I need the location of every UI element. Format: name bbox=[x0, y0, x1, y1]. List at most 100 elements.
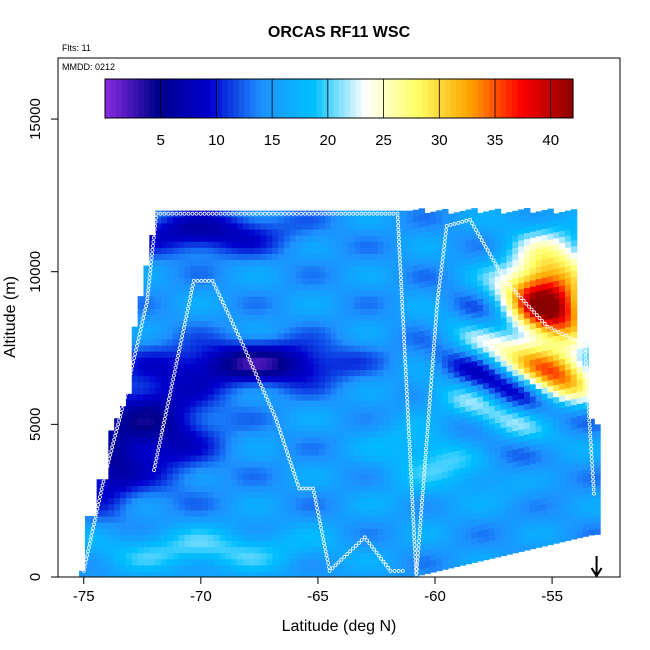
field-cell bbox=[143, 357, 150, 364]
field-cell bbox=[319, 247, 326, 254]
field-cell bbox=[494, 239, 502, 247]
field-cell bbox=[564, 253, 572, 261]
field-cell bbox=[559, 419, 566, 427]
field-cell bbox=[155, 534, 162, 541]
field-cell bbox=[202, 259, 209, 267]
field-cell bbox=[494, 312, 502, 320]
field-cell bbox=[523, 342, 531, 350]
track-point bbox=[287, 211, 291, 216]
field-cell bbox=[324, 540, 332, 548]
field-cell bbox=[254, 412, 262, 419]
field-cell bbox=[131, 412, 139, 419]
field-cell bbox=[231, 216, 238, 224]
field-cell bbox=[225, 222, 232, 230]
field-cell bbox=[383, 247, 390, 254]
field-cell bbox=[424, 512, 431, 519]
field-cell bbox=[166, 424, 174, 432]
field-cell bbox=[342, 363, 349, 370]
field-cell bbox=[354, 418, 361, 425]
field-cell bbox=[225, 430, 232, 438]
field-cell bbox=[500, 244, 508, 251]
field-cell bbox=[166, 369, 174, 377]
field-cell bbox=[547, 465, 554, 472]
field-cell bbox=[125, 436, 133, 444]
field-cell bbox=[120, 473, 127, 480]
field-cell bbox=[143, 314, 150, 322]
field-cell bbox=[465, 484, 472, 492]
field-cell bbox=[483, 370, 490, 377]
field-cell bbox=[330, 540, 338, 548]
field-cell bbox=[547, 306, 554, 314]
field-cell bbox=[242, 326, 250, 334]
field-cell bbox=[307, 332, 314, 340]
field-cell bbox=[570, 233, 578, 241]
field-cell bbox=[319, 552, 326, 560]
field-cell bbox=[547, 269, 554, 277]
field-cell bbox=[166, 558, 174, 566]
field-cell bbox=[360, 228, 367, 236]
field-cell bbox=[406, 338, 414, 346]
field-cell bbox=[330, 412, 338, 419]
field-cell bbox=[477, 408, 484, 415]
field-cell bbox=[196, 308, 203, 316]
field-cell bbox=[161, 570, 168, 577]
field-cell bbox=[207, 344, 215, 352]
field-cell bbox=[143, 515, 150, 523]
field-cell bbox=[102, 546, 109, 554]
field-cell bbox=[453, 291, 461, 299]
field-cell bbox=[471, 379, 478, 386]
field-cell bbox=[360, 436, 367, 444]
field-cell bbox=[541, 234, 548, 242]
field-cell bbox=[237, 534, 244, 541]
field-cell bbox=[248, 528, 256, 535]
field-cell bbox=[307, 265, 314, 273]
field-cell bbox=[354, 357, 361, 364]
field-cell bbox=[541, 313, 548, 321]
field-cell bbox=[155, 485, 162, 493]
field-cell bbox=[342, 442, 349, 450]
field-cell bbox=[260, 393, 267, 401]
field-cell bbox=[242, 528, 250, 535]
field-cell bbox=[131, 479, 139, 487]
field-cell bbox=[406, 412, 414, 419]
field-cell bbox=[155, 228, 162, 236]
field-cell bbox=[266, 247, 273, 254]
field-cell bbox=[494, 318, 502, 326]
field-cell bbox=[529, 475, 537, 482]
field-cell bbox=[330, 522, 338, 529]
track-point bbox=[397, 239, 401, 244]
field-cell bbox=[307, 363, 314, 370]
field-cell bbox=[459, 381, 467, 389]
field-cell bbox=[266, 332, 273, 340]
field-cell bbox=[225, 552, 232, 560]
field-cell bbox=[512, 461, 519, 468]
field-cell bbox=[207, 509, 215, 517]
field-cell bbox=[383, 442, 390, 450]
field-cell bbox=[260, 430, 267, 438]
field-cell bbox=[547, 330, 554, 338]
field-cell bbox=[289, 277, 297, 285]
field-cell bbox=[207, 247, 215, 254]
field-cell bbox=[459, 357, 467, 365]
field-cell bbox=[377, 259, 385, 267]
field-cell bbox=[389, 430, 396, 438]
field-cell bbox=[459, 363, 467, 371]
field-cell bbox=[289, 473, 297, 480]
field-cell bbox=[471, 287, 478, 295]
field-cell bbox=[283, 216, 291, 224]
track-point bbox=[401, 319, 406, 324]
field-cell bbox=[418, 214, 426, 222]
field-cell bbox=[483, 333, 490, 341]
field-cell bbox=[219, 332, 227, 340]
field-cell bbox=[471, 318, 478, 325]
field-cell bbox=[360, 442, 367, 450]
field-cell bbox=[155, 210, 162, 218]
field-cell bbox=[161, 308, 168, 316]
field-cell bbox=[313, 302, 320, 309]
field-cell bbox=[260, 399, 267, 407]
field-cell bbox=[301, 479, 308, 487]
field-cell bbox=[120, 454, 127, 462]
field-cell bbox=[412, 514, 420, 522]
field-cell bbox=[231, 393, 238, 401]
field-cell bbox=[383, 369, 390, 377]
